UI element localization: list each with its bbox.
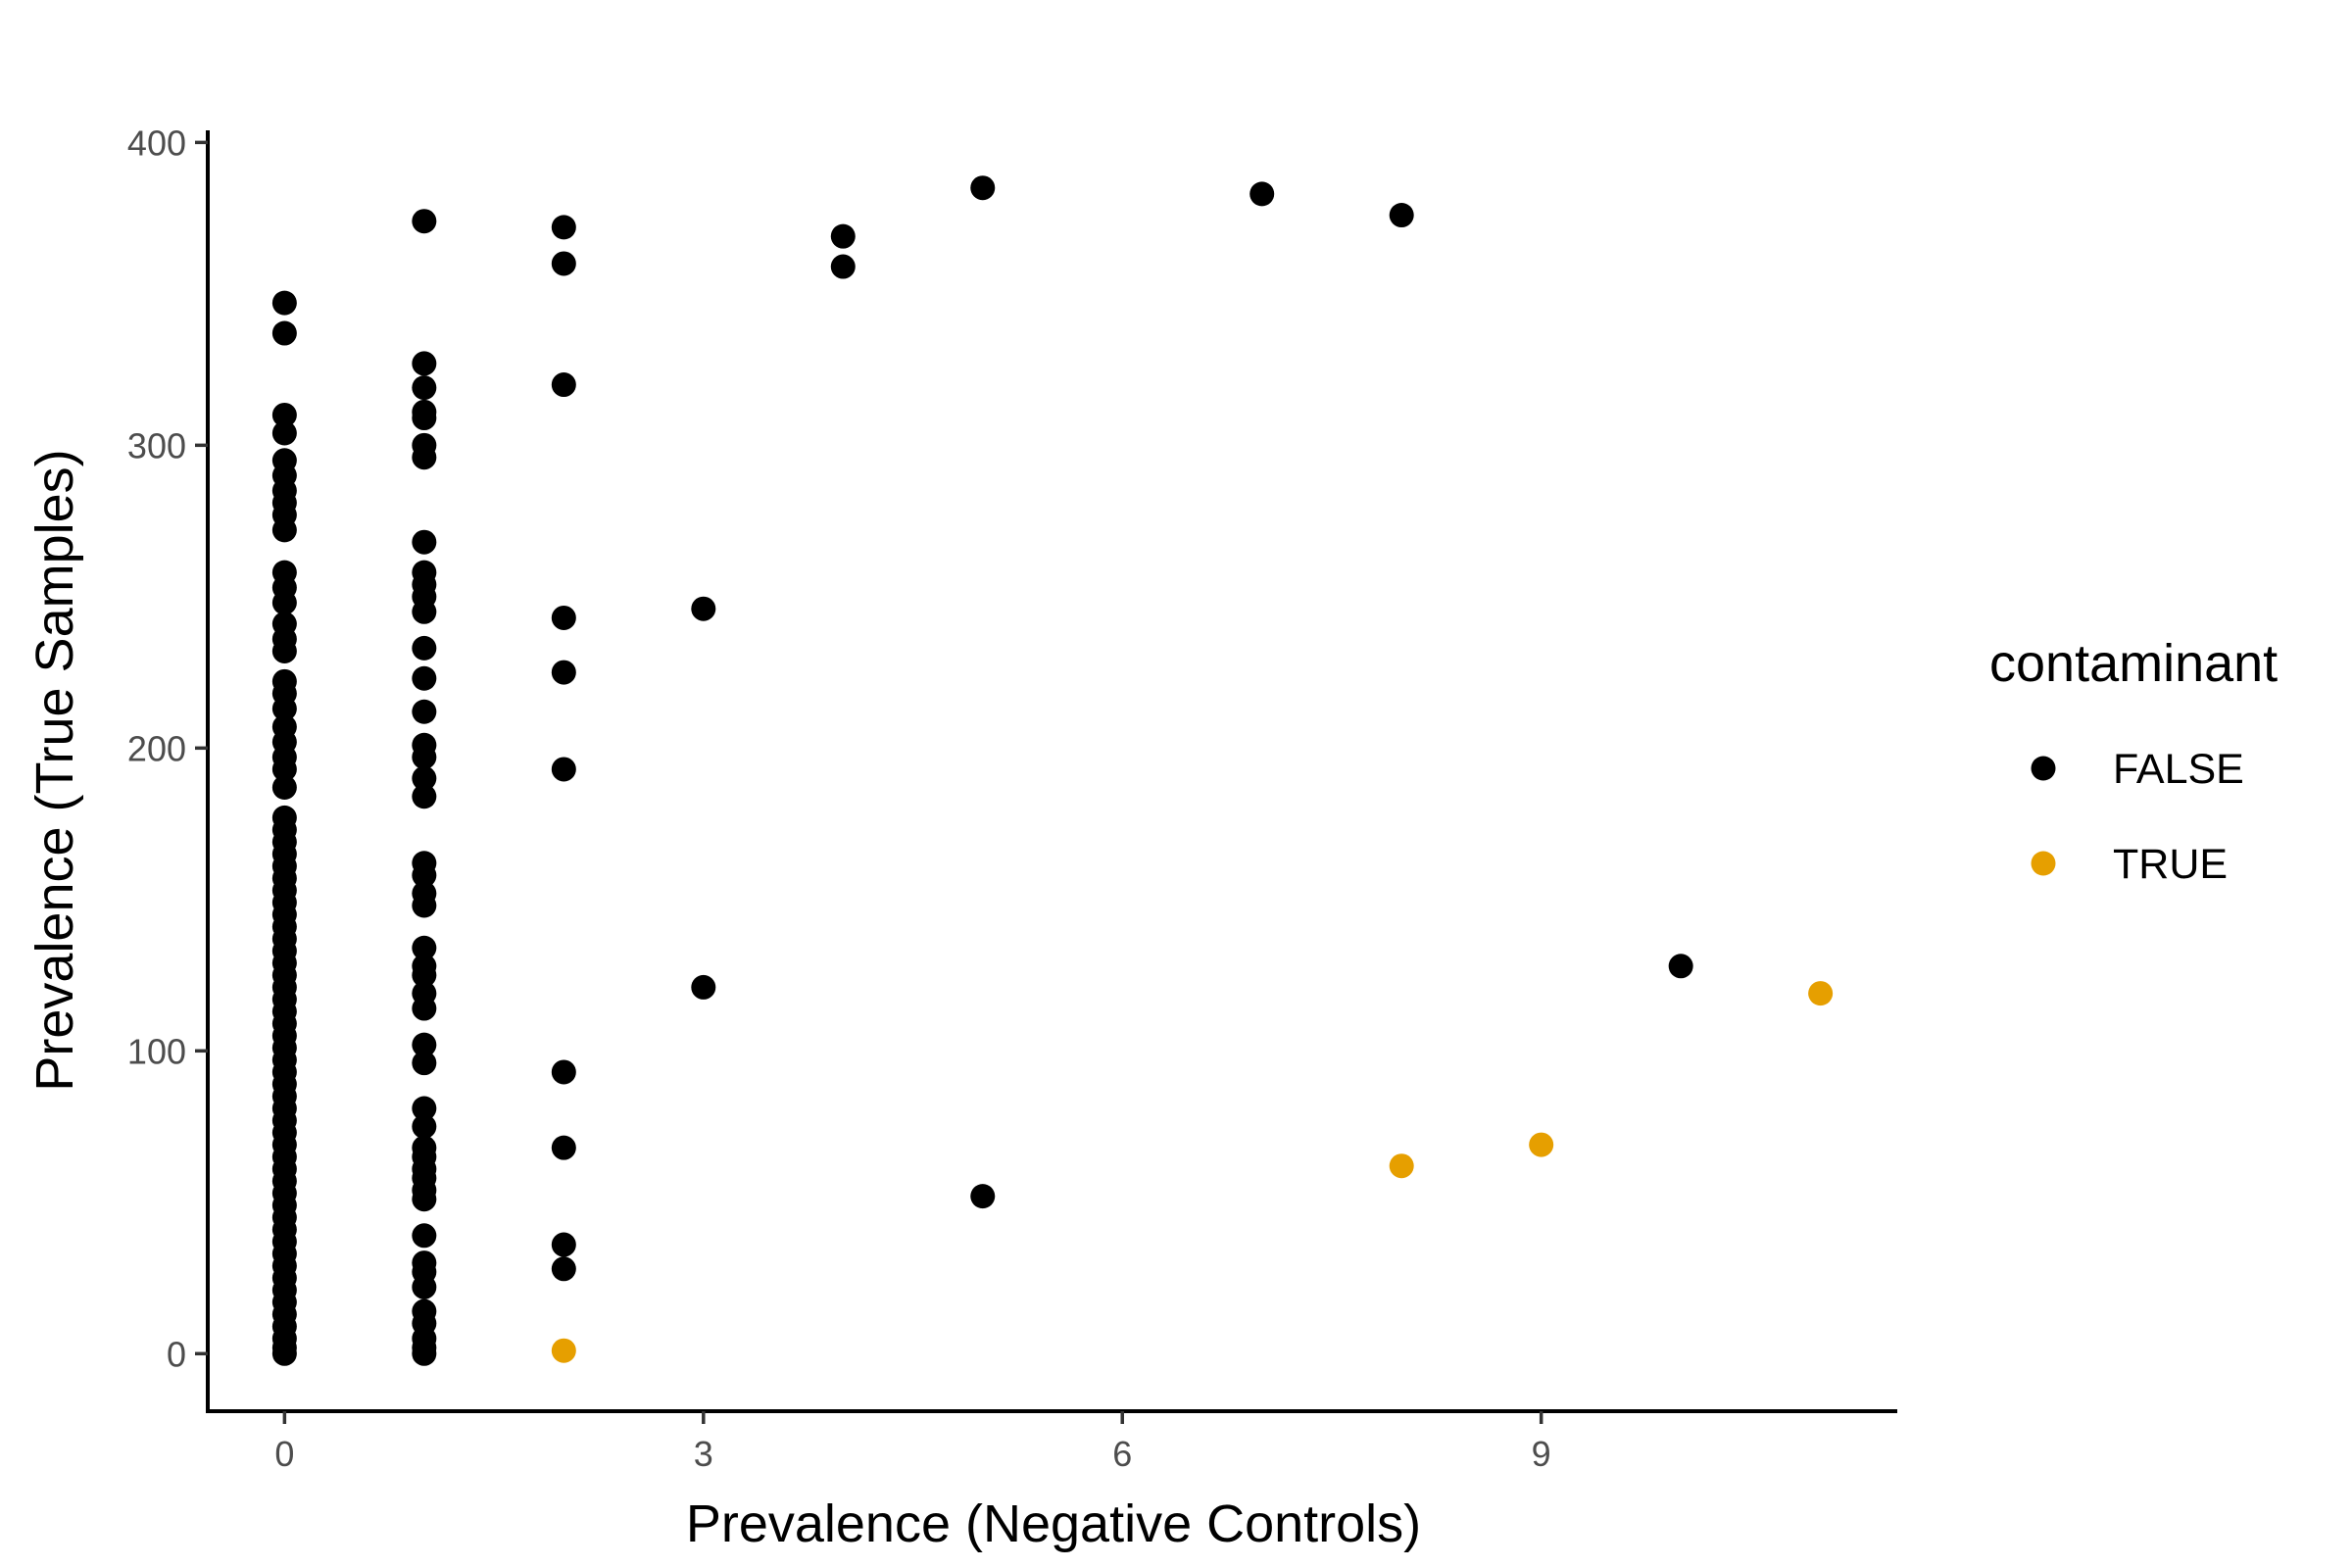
- point-false-81: [412, 599, 437, 624]
- point-false-126: [551, 1256, 576, 1282]
- point-false-12: [271, 590, 297, 615]
- point-false-117: [551, 215, 576, 240]
- point-false-107: [412, 1187, 437, 1212]
- point-false-74: [412, 406, 437, 431]
- x-ticks: 0 3 6 9: [274, 1411, 1551, 1474]
- x-tick-label-9: 9: [1532, 1434, 1551, 1474]
- legend-label-true: TRUE: [2113, 841, 2228, 888]
- point-false-128: [691, 974, 716, 1000]
- point-true-3: [1808, 981, 1834, 1006]
- point-false-70: [412, 209, 437, 234]
- point-false-92: [412, 893, 437, 918]
- point-false-0: [271, 290, 297, 316]
- point-false-2: [271, 402, 297, 427]
- point-false-120: [551, 605, 576, 630]
- y-tick-label-300: 300: [127, 425, 186, 466]
- point-true-2: [1529, 1132, 1554, 1157]
- x-axis-title: Prevalence (Negative Controls): [686, 1494, 1421, 1553]
- point-false-82: [412, 635, 437, 661]
- point-false-69: [271, 1341, 297, 1366]
- point-false-125: [551, 1232, 576, 1257]
- point-true-0: [551, 1338, 576, 1363]
- point-false-134: [1389, 203, 1414, 228]
- point-false-116: [412, 1341, 437, 1366]
- plot-points: [271, 175, 1834, 1366]
- point-false-130: [830, 254, 856, 279]
- point-false-95: [412, 962, 437, 988]
- y-axis-title: Prevalence (True Samples): [25, 449, 84, 1091]
- point-false-72: [412, 375, 437, 401]
- y-tick-label-100: 100: [127, 1031, 186, 1071]
- y-ticks: 0 100 200 300 400: [127, 122, 208, 1374]
- point-false-90: [412, 862, 437, 888]
- legend-title: contaminant: [1989, 634, 2278, 693]
- point-false-132: [970, 1184, 996, 1209]
- legend: contaminant FALSE TRUE: [1989, 634, 2278, 888]
- point-false-77: [412, 529, 437, 555]
- point-true-1: [1389, 1153, 1414, 1179]
- point-false-86: [412, 745, 437, 770]
- point-false-119: [551, 372, 576, 398]
- y-tick-label-200: 200: [127, 728, 186, 768]
- legend-key-false: [2031, 756, 2056, 781]
- point-false-76: [412, 445, 437, 470]
- point-false-93: [412, 935, 437, 960]
- point-false-123: [551, 1059, 576, 1085]
- point-false-100: [412, 1096, 437, 1121]
- legend-entries: FALSE TRUE: [2031, 746, 2244, 888]
- point-false-88: [412, 784, 437, 809]
- point-false-135: [1668, 954, 1693, 979]
- point-false-133: [1250, 181, 1275, 207]
- point-false-18: [271, 696, 297, 721]
- point-false-124: [551, 1135, 576, 1160]
- point-false-22: [271, 757, 297, 782]
- y-tick-label-400: 400: [127, 122, 186, 163]
- point-false-83: [412, 665, 437, 691]
- point-false-131: [970, 175, 996, 201]
- x-tick-label-3: 3: [694, 1434, 713, 1474]
- point-false-122: [551, 757, 576, 782]
- point-false-84: [412, 699, 437, 724]
- point-false-111: [412, 1274, 437, 1299]
- point-false-108: [412, 1223, 437, 1249]
- x-tick-label-6: 6: [1112, 1434, 1132, 1474]
- point-false-99: [412, 1051, 437, 1076]
- point-false-127: [691, 596, 716, 621]
- point-false-101: [412, 1114, 437, 1140]
- point-false-87: [412, 765, 437, 791]
- point-false-9: [271, 517, 297, 543]
- y-tick-label-0: 0: [167, 1334, 186, 1374]
- point-false-129: [830, 223, 856, 249]
- point-false-23: [271, 774, 297, 800]
- point-false-71: [412, 351, 437, 376]
- legend-label-false: FALSE: [2113, 746, 2244, 793]
- legend-key-true: [2031, 851, 2056, 876]
- point-false-15: [271, 638, 297, 663]
- x-tick-label-0: 0: [274, 1434, 294, 1474]
- point-false-3: [271, 420, 297, 446]
- point-false-121: [551, 660, 576, 685]
- point-false-1: [271, 320, 297, 346]
- point-false-98: [412, 1032, 437, 1057]
- point-false-118: [551, 251, 576, 276]
- point-false-97: [412, 996, 437, 1021]
